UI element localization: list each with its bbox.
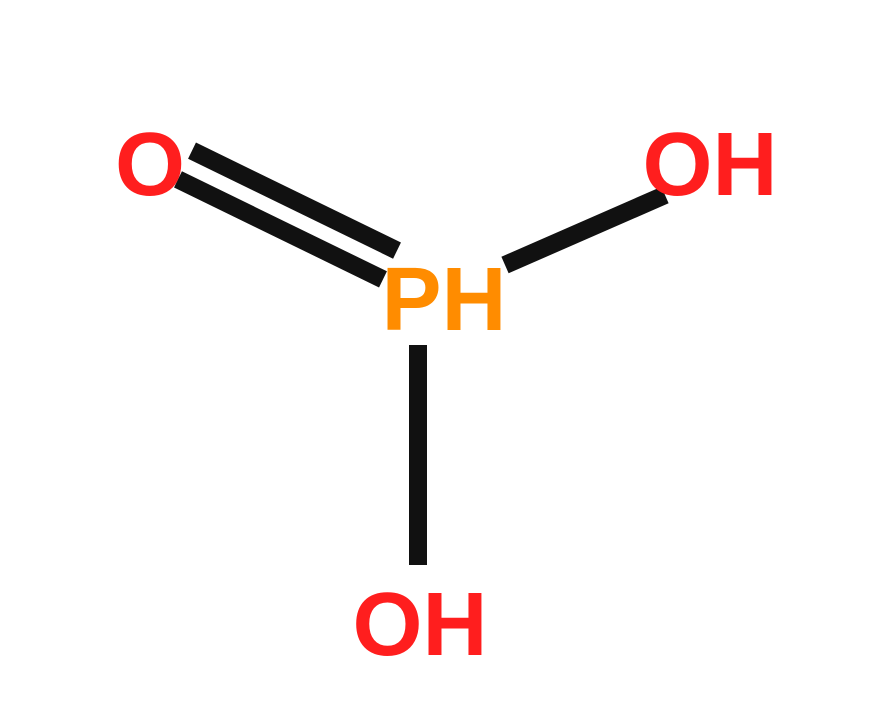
atom-oh_right: OH [643, 120, 778, 210]
single-bond-1 [505, 195, 665, 265]
atom-oh_bottom: OH [353, 580, 488, 670]
atom-center: PH [381, 255, 506, 345]
diagram-stage: PH O OH OH [0, 0, 889, 720]
atom-o_dbl: O [115, 120, 185, 210]
